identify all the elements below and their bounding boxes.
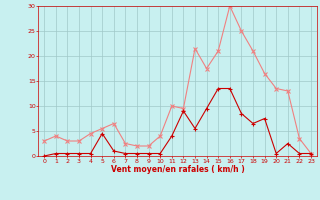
X-axis label: Vent moyen/en rafales ( km/h ): Vent moyen/en rafales ( km/h ) <box>111 165 244 174</box>
